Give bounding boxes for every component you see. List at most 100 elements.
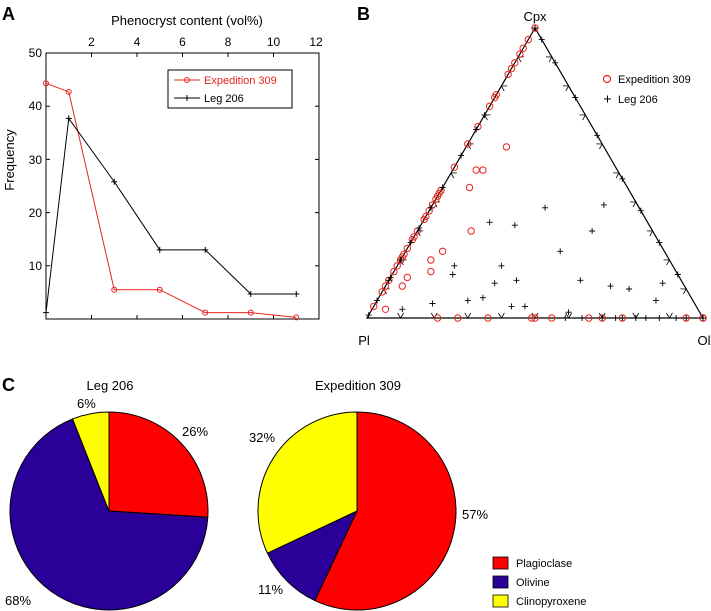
edge-tick (596, 143, 603, 150)
data-point (43, 309, 49, 316)
edge-tick (545, 56, 553, 63)
data-point (538, 36, 545, 43)
data-point (619, 175, 626, 182)
pie-slice-olivine (9, 418, 209, 611)
vertex-label-cpx: Cpx (523, 9, 547, 24)
data-point (416, 225, 423, 232)
data-point (385, 277, 392, 284)
data-point (111, 178, 118, 185)
data-point (673, 315, 680, 321)
data-point (511, 222, 518, 229)
x-tick-label: 6 (179, 35, 186, 49)
y-tick-label: 30 (29, 153, 43, 167)
data-point (683, 315, 690, 321)
series-line (45, 117, 297, 313)
data-point (491, 280, 498, 287)
data-point (682, 314, 690, 322)
panel-label-b: B (357, 4, 370, 24)
data-point (600, 201, 607, 208)
edge-tick (397, 312, 404, 319)
edge-tick (646, 230, 654, 237)
legend-marker-expedition (184, 77, 190, 83)
ternary-chart: Cpx Pl Ol Expedition 309 Leg 206 (358, 9, 710, 348)
pie-chart-expedition-309: Expedition 309 57% 11% 32% (249, 378, 488, 611)
pie-title: Expedition 309 (315, 378, 401, 393)
edge-tick (629, 201, 637, 208)
data-point (542, 204, 549, 211)
data-point (527, 314, 536, 322)
y-tick-label: 10 (29, 259, 43, 273)
data-point (438, 247, 447, 256)
data-point (451, 262, 458, 269)
legend-label-olivine: Olivine (516, 577, 550, 589)
data-point (524, 35, 532, 44)
legend-label-expedition: Expedition 309 (618, 74, 691, 86)
edge-tick (450, 172, 457, 179)
data-point (481, 112, 488, 118)
data-point (449, 271, 456, 278)
data-point (65, 115, 72, 122)
data-point (202, 309, 209, 316)
series-line (45, 82, 297, 318)
data-point (485, 102, 494, 111)
x-tick-label: 10 (267, 35, 281, 49)
edge-tick (666, 312, 673, 319)
data-point (612, 315, 619, 321)
data-point (467, 227, 475, 235)
data-point (398, 282, 406, 290)
data-point (381, 282, 390, 290)
data-point (403, 244, 412, 253)
data-point (548, 314, 556, 322)
data-point (111, 286, 118, 293)
pie-value-label: 6% (77, 396, 96, 411)
y-tick-label: 20 (29, 206, 43, 220)
data-point (585, 314, 593, 322)
pie-value-label: 26% (182, 424, 208, 439)
data-point (504, 70, 512, 79)
legend-swatch-plagioclase (492, 556, 509, 570)
pie-slice-plagioclase (108, 411, 209, 518)
data-point (410, 233, 418, 241)
data-point (674, 271, 681, 278)
data-point (502, 143, 511, 151)
edge-tick (565, 312, 572, 319)
line-chart: Phenocryst content (vol%) Frequency 2 4 … (2, 13, 323, 321)
data-point (579, 315, 586, 321)
legend-marker-leg (604, 95, 611, 103)
edge-tick (483, 114, 491, 121)
data-point (572, 94, 579, 101)
panel-label-a: A (2, 4, 15, 24)
legend-marker-expedition (602, 74, 612, 84)
data-point (473, 126, 480, 133)
y-tick-label: 40 (29, 99, 43, 113)
vertex-label-ol: Ol (698, 333, 711, 348)
data-point (519, 44, 527, 52)
x-tick-label: 4 (134, 35, 141, 49)
ternary-frame (365, 26, 705, 319)
pie-value-label: 11% (258, 582, 283, 597)
legend-label-expedition: Expedition 309 (204, 75, 277, 87)
data-point (492, 91, 501, 99)
data-point (531, 24, 539, 32)
data-point (399, 306, 406, 313)
data-point (511, 59, 519, 67)
legend-label-plagioclase: Plagioclase (516, 558, 572, 570)
legend-box (167, 69, 293, 109)
data-point (397, 257, 404, 263)
data-point (656, 239, 663, 246)
data-point (472, 166, 480, 174)
data-point (507, 64, 516, 73)
data-point (427, 267, 435, 276)
data-point (619, 315, 626, 321)
edge-tick (663, 259, 671, 266)
pie-slice-clinopyroxene (257, 411, 358, 554)
data-point (465, 183, 474, 192)
x-tick-label: 2 (88, 35, 95, 49)
pie-slice-plagioclase (314, 411, 457, 611)
data-point (247, 309, 254, 316)
edge-tick (579, 114, 587, 121)
data-point (552, 59, 559, 66)
data-point (656, 315, 663, 321)
y-axis-title: Frequency (2, 129, 17, 191)
data-point (393, 262, 401, 270)
